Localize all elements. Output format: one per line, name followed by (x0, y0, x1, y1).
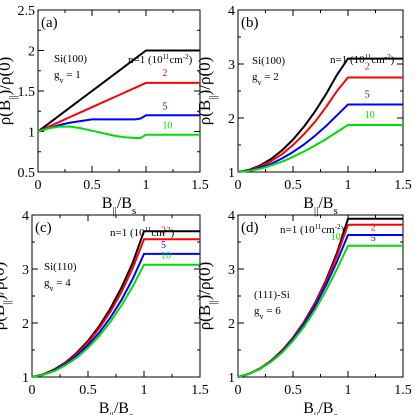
plot-frame (37, 9, 201, 173)
series-label-2: 2 (162, 68, 167, 79)
series-line-10 (237, 124, 403, 173)
x-tick-label: 0 (235, 383, 242, 398)
panel-letter: (a) (41, 15, 58, 31)
series-label-2: 2 (365, 62, 370, 73)
y-tick-label: 3 (22, 263, 29, 278)
panel-letter: (c) (35, 220, 52, 236)
series-label-5: 5 (161, 240, 166, 251)
x-tick-label: 0.5 (83, 178, 101, 193)
x-tick-label: 1 (345, 383, 352, 398)
series-line-10 (237, 244, 403, 378)
series-line-10 (31, 263, 200, 378)
y-tick-label: 4 (228, 209, 235, 224)
density-label: n=1 (1011cm-2) (330, 53, 395, 66)
series-label-2: 2 (371, 223, 376, 234)
series-label-10: 10 (331, 232, 341, 243)
series-label-5: 5 (371, 233, 376, 244)
y-tick-label: 1 (22, 371, 29, 386)
y-axis-label: ρ(B||)/ρ(0) (195, 262, 219, 331)
y-axis-label: ρ(B||)/ρ(0) (195, 57, 219, 126)
plot-frame (237, 9, 404, 173)
material-label: Si(110) (44, 261, 77, 273)
x-tick-label: 1.5 (191, 178, 209, 193)
x-axis-label: B||/Bs (303, 400, 337, 415)
chart-panel: 0 0.5 1 1.5 1 2 3 4 2 5 10 n=1 (1011cm-2) Si(100) gv … (195, 4, 412, 217)
y-tick-label: 2 (22, 317, 29, 332)
x-tick-label: 1.5 (394, 383, 412, 398)
y-tick-label: 1 (228, 166, 235, 181)
series-line-5 (37, 114, 200, 133)
panel-letter: (d) (241, 220, 259, 236)
y-tick-label: 2.5 (18, 4, 36, 19)
chart-panel: 0 0.5 1 1.5 1 2 3 4 2 510 n=1 (1011cm-2) Si(110) gv … (0, 209, 209, 415)
x-tick-label: 1.5 (394, 178, 412, 193)
x-tick-label: 0.5 (284, 178, 302, 193)
material-label: Si(100) (54, 53, 87, 65)
series-line-2 (37, 81, 200, 133)
panel-letter: (b) (241, 15, 259, 31)
x-tick-label: 0 (29, 383, 36, 398)
series-label-10: 10 (162, 121, 172, 132)
y-tick-label: 2 (228, 112, 235, 127)
series-label-5: 5 (162, 101, 167, 112)
series-label-10: 10 (161, 251, 171, 262)
density-label: n=1 (1011cm-2) (280, 223, 345, 236)
x-axis-label: B||/Bs (99, 400, 133, 415)
y-tick-label: 0.5 (18, 166, 36, 181)
series-label-2: 2 (161, 225, 166, 236)
y-tick-label: 2 (28, 45, 35, 60)
x-tick-label: 0.5 (284, 383, 302, 398)
material-label: (111)-Si (254, 289, 290, 301)
y-axis-label: ρ(B||)/ρ(0) (0, 57, 19, 126)
y-tick-label: 4 (22, 209, 29, 224)
valley-degeneracy-label: gv = 4 (44, 277, 71, 293)
y-tick-label: 1.5 (18, 85, 36, 100)
x-tick-label: 1.5 (191, 383, 209, 398)
x-tick-label: 1 (143, 178, 150, 193)
series-line-1 (37, 49, 200, 133)
series-label-10: 10 (365, 110, 375, 121)
x-tick-label: 0 (35, 178, 42, 193)
x-tick-label: 0 (235, 178, 242, 193)
y-axis-label: ρ(B||)/ρ(0) (0, 262, 13, 331)
y-tick-label: 1 (28, 126, 35, 141)
series-label-5: 5 (365, 90, 370, 101)
series-line-10 (37, 125, 200, 139)
x-axis-label: B||/Bs (102, 195, 136, 217)
y-tick-label: 4 (228, 4, 235, 19)
y-tick-label: 3 (228, 58, 235, 73)
y-tick-label: 1 (228, 371, 235, 386)
valley-degeneracy-label: gv = 1 (54, 69, 81, 85)
density-label: n=1 (1011cm-2) (110, 226, 175, 239)
x-axis-label: B||/Bs (303, 195, 337, 217)
x-tick-label: 0.5 (79, 383, 97, 398)
material-label: Si(100) (252, 55, 285, 67)
valley-degeneracy-label: gv = 2 (252, 71, 279, 87)
x-tick-label: 1 (141, 383, 148, 398)
valley-degeneracy-label: gv = 6 (254, 305, 281, 321)
y-tick-label: 2 (228, 317, 235, 332)
x-tick-label: 1 (345, 178, 352, 193)
density-label: n=1 (1011cm-2) (128, 53, 193, 66)
y-tick-label: 3 (228, 263, 235, 278)
